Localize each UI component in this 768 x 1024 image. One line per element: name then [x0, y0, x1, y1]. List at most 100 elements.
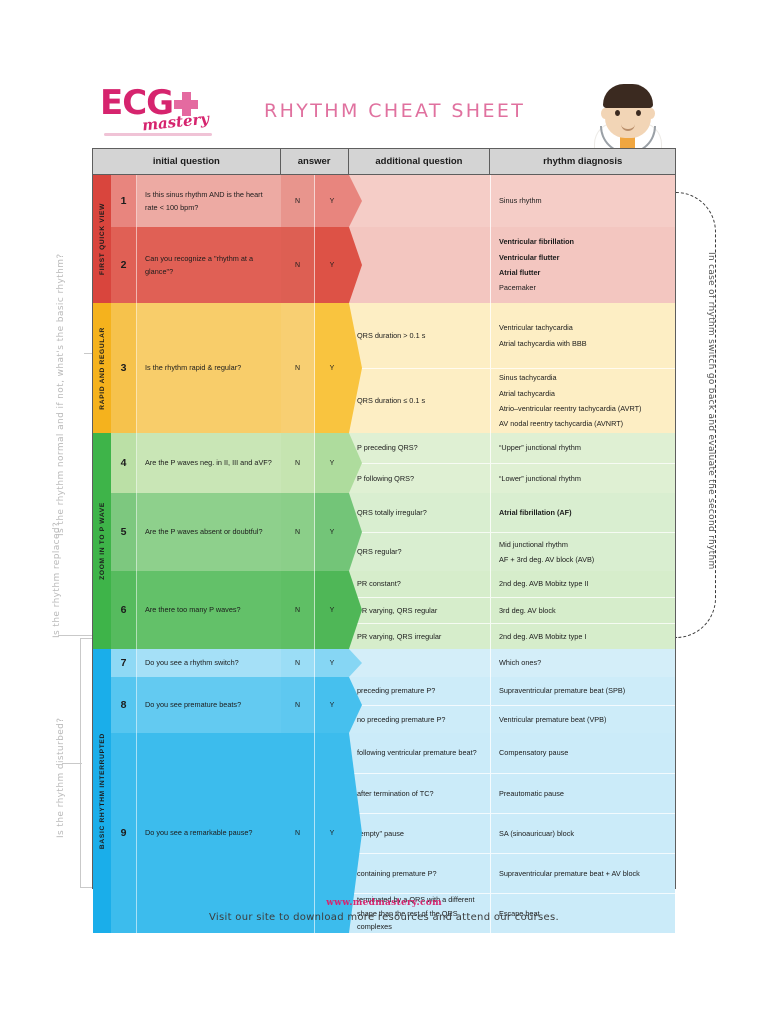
row-number: 2	[111, 227, 137, 303]
sub-row[interactable]: after termination of TC? Preautomatic pau…	[349, 773, 675, 813]
band-label-text: FIRST QUICK VIEW	[98, 202, 106, 275]
band-red: FIRST QUICK VIEW 1 Is this sinus rhythm AN…	[93, 175, 675, 303]
sub-row[interactable]: preceding premature P? Supraventricular p…	[349, 677, 675, 705]
diagnosis-item: Atrial flutter	[499, 268, 541, 277]
answer-yes[interactable]: Y	[315, 433, 349, 493]
sub-row[interactable]: Which ones?	[349, 649, 675, 677]
doctor-ear-right	[647, 108, 655, 119]
sub-row[interactable]: PR varying, QRS regular 3rd deg. AV block	[349, 597, 675, 623]
initial-question-cell: Can you recognize a "rhythm at a glance"…	[137, 227, 281, 303]
diagnosis-item: Escape beat	[499, 908, 540, 918]
sub-row[interactable]: following ventricular premature beat? Com…	[349, 733, 675, 773]
sub-row[interactable]: QRS regular? Mid junctional rhythm AF + 3r…	[349, 532, 675, 571]
answer-no[interactable]: N	[281, 433, 315, 493]
sub-row[interactable]: PR constant? 2nd deg. AVB Mobitz type II	[349, 571, 675, 597]
sub-row[interactable]: Sinus rhythm	[349, 175, 675, 227]
answer-yes[interactable]: Y	[315, 493, 349, 571]
table-row[interactable]: 1 Is this sinus rhythm AND is the heart r…	[111, 175, 675, 227]
answer-no[interactable]: N	[281, 733, 315, 933]
sub-row[interactable]: no preceding premature P? Ventricular pre…	[349, 705, 675, 733]
table-row[interactable]: 6 Are there too many P waves? N Y PR constan…	[111, 571, 675, 649]
rhythm-diagnosis-cell: Supraventricular premature beat (SPB)	[491, 677, 675, 705]
table-row[interactable]: 2 Can you recognize a "rhythm at a glance…	[111, 227, 675, 303]
answer-no[interactable]: N	[281, 677, 315, 733]
sub-row[interactable]: Ventricular fibrillation Ventricular flut…	[349, 227, 675, 303]
additional-question-cell: no preceding premature P?	[349, 706, 491, 733]
answer-no[interactable]: N	[281, 649, 315, 677]
doctor-eye-right	[636, 110, 641, 116]
band-label-text: BASIC RHYTHM INTERRUPTED	[98, 732, 106, 850]
rhythm-diagnosis-cell: 2nd deg. AVB Mobitz type II	[491, 571, 675, 597]
sub-row[interactable]: PR varying, QRS irregular 2nd deg. AVB Mo…	[349, 623, 675, 649]
answer-yes[interactable]: Y	[315, 733, 349, 933]
additional-question-cell: terminated by a QRS with a different sha…	[349, 894, 491, 933]
rhythm-diagnosis-cell: 2nd deg. AVB Mobitz type I	[491, 624, 675, 649]
answer-yes[interactable]: Y	[315, 649, 349, 677]
answer-no[interactable]: N	[281, 227, 315, 303]
page-footer: www.medmastery.com Visit our site to dow…	[0, 898, 768, 923]
initial-question-cell: Do you see a remarkable pause?	[137, 733, 281, 933]
table-header-row: initial question answer additional quest…	[93, 149, 675, 175]
additional-question-cell: containing premature P?	[349, 854, 491, 893]
sub-row[interactable]: P preceding QRS? “Upper” junctional rhyth…	[349, 433, 675, 463]
band-rows: 3 Is the rhythm rapid & regular? N Y QRS dur…	[111, 303, 675, 433]
answer-yes[interactable]: Y	[315, 175, 349, 227]
answer-yes[interactable]: Y	[315, 571, 349, 649]
row-number: 1	[111, 175, 137, 227]
table-row[interactable]: 3 Is the rhythm rapid & regular? N Y QRS dur…	[111, 303, 675, 433]
sub-row[interactable]: "empty" pause SA (sinoauricuar) block	[349, 813, 675, 853]
initial-question-cell: Are there too many P waves?	[137, 571, 281, 649]
diagnosis-item: Ventricular fibrillation	[499, 237, 575, 247]
diagnosis-item: Compensatory pause	[499, 748, 569, 758]
band-green: ZOOM IN TO P WAVE 4 Are the P waves neg. i…	[93, 433, 675, 649]
diagnosis-item: Ventricular flutter	[499, 252, 560, 262]
sub-row[interactable]: QRS totally irregular? Atrial fibrillatio…	[349, 493, 675, 532]
left-tick-disturbed	[62, 763, 82, 764]
diagnosis-item: Atrial fibrillation (AF)	[499, 507, 572, 517]
sub-row[interactable]: terminated by a QRS with a different sha…	[349, 893, 675, 933]
additional-question-cell: P preceding QRS?	[349, 433, 491, 463]
band-rows: 4 Are the P waves neg. in II, III and aVF…	[111, 433, 675, 649]
band-label-text: RAPID AND REGULAR	[98, 326, 106, 410]
diagnosis-item: Ventricular premature beat (VPB)	[499, 714, 607, 724]
answer-yes[interactable]: Y	[315, 227, 349, 303]
answer-yes[interactable]: Y	[315, 303, 349, 433]
row-number: 8	[111, 677, 137, 733]
doctor-mouth	[621, 124, 635, 131]
col-header-additional-question: additional question	[349, 149, 491, 174]
answer-no[interactable]: N	[281, 175, 315, 227]
right-note: In case of rhythm switch go back and eva…	[706, 252, 716, 570]
table-row[interactable]: 5 Are the P waves absent or doubtful? N Y QR…	[111, 493, 675, 571]
sub-row[interactable]: QRS duration > 0.1 s Ventricular tachycar…	[349, 303, 675, 368]
left-note-1: Is the rhythm replaced?	[52, 521, 62, 638]
answer-yes[interactable]: Y	[315, 677, 349, 733]
table-row[interactable]: 4 Are the P waves neg. in II, III and aVF…	[111, 433, 675, 493]
rhythm-diagnosis-cell: Sinus tachycardia Atrial tachycardia Atrio…	[491, 369, 675, 433]
answer-no[interactable]: N	[281, 493, 315, 571]
rhythm-diagnosis-cell: Sinus rhythm	[491, 175, 675, 227]
rhythm-diagnosis-cell: Atrial fibrillation (AF)	[491, 493, 675, 532]
rhythm-diagnosis-cell: Ventricular premature beat (VPB)	[491, 706, 675, 733]
sub-row[interactable]: containing premature P? Supraventricular …	[349, 853, 675, 893]
col-header-rhythm-diagnosis: rhythm diagnosis	[543, 156, 623, 167]
doctor-eye-left	[615, 110, 620, 116]
row-number: 7	[111, 649, 137, 677]
rhythm-diagnosis-cell: SA (sinoauricuar) block	[491, 814, 675, 853]
answer-no[interactable]: N	[281, 571, 315, 649]
sub-row[interactable]: P following QRS? “Lower” junctional rhyth…	[349, 463, 675, 493]
band-label-green: ZOOM IN TO P WAVE	[93, 433, 111, 649]
sub-rows: Sinus rhythm	[349, 175, 675, 227]
rhythm-diagnosis-cell: Ventricular fibrillation Ventricular flut…	[491, 227, 675, 303]
sub-row[interactable]: QRS duration ≤ 0.1 s Sinus tachycardia Atr…	[349, 368, 675, 433]
website-url[interactable]: www.medmastery.com	[326, 898, 442, 908]
table-row[interactable]: 7 Do you see a rhythm switch? N Y Which ones…	[111, 649, 675, 677]
doctor-brow-left	[613, 105, 622, 108]
answer-no[interactable]: N	[281, 303, 315, 433]
